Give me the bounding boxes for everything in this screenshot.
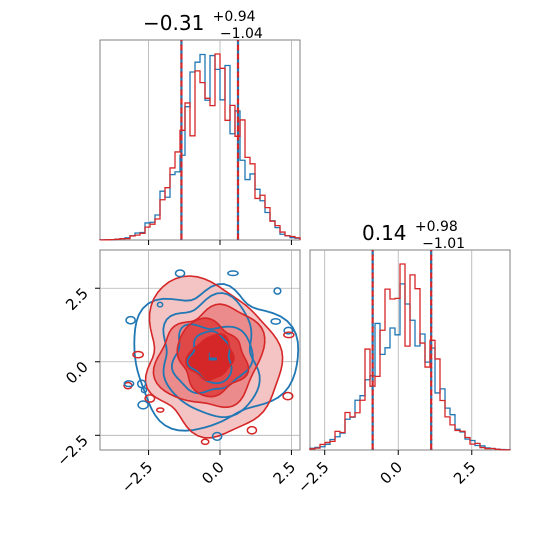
param2-title-median: 0.14 [362,221,407,245]
param1-title: −0.31 +0.94 −1.04 [143,2,263,42]
contour-island-3 [200,438,210,446]
param2-title: 0.14 +0.98 −1.01 [362,212,465,252]
hist2-xtick-label-2: 2.5 [450,458,480,488]
hist1-layer [99,40,301,241]
hist2-axes-frame [309,249,511,451]
truth-marker-series_b [209,349,218,358]
hist1-axes-frame [99,39,301,241]
param1-title-plus: +0.94 [213,9,256,25]
contour-line-b-3 [185,333,235,382]
contour-line-a-3 [186,330,233,385]
contour-island-2 [283,326,294,335]
hist2-layer [309,250,511,451]
contour-island-13 [227,270,239,277]
scatter-layer [123,269,300,446]
scatter-ytick-label-1: 0.0 [62,358,92,388]
contour-line-b-1 [152,303,266,409]
param2-title-minus: −1.01 [422,236,465,252]
hist1-series-b [99,53,301,241]
contour-island-16 [246,425,258,435]
contour-island-6 [282,391,294,401]
contour-island-18 [270,317,282,325]
hist2-xtick-label-0: −2.5 [294,458,332,496]
param1-title-median: −0.31 [143,11,204,35]
scatter-ytick-label-2: 2.5 [62,284,92,314]
contour-island-7 [156,301,164,308]
contour-island-19 [155,407,165,413]
contour-island-17 [273,287,282,295]
contour-line-a-1 [162,292,261,419]
contour-island-15 [136,379,147,389]
scatter-ytick-label-0: −2.5 [53,431,91,469]
contour-island-0 [125,315,136,325]
param2-title-plus: +0.98 [415,219,458,235]
hist2-xtick-label-1: 0.0 [376,458,406,488]
contour-island-8 [144,394,156,403]
contour-island-9 [132,350,144,359]
param1-title-minus: −1.04 [220,26,263,42]
contour-island-11 [211,431,223,441]
hist2-series-b [309,263,511,451]
scatter-xtick-label-1: 0.0 [198,458,228,488]
contour-island-21 [283,331,295,339]
contour-island-20 [137,400,149,410]
scatter-axes-frame [99,249,301,451]
contour-line-b-2 [176,317,250,398]
contour-island-12 [174,269,186,278]
contour-island-4 [123,380,135,388]
contour-line-b-0 [144,275,284,439]
scatter-xtick-label-0: −2.5 [118,458,156,496]
